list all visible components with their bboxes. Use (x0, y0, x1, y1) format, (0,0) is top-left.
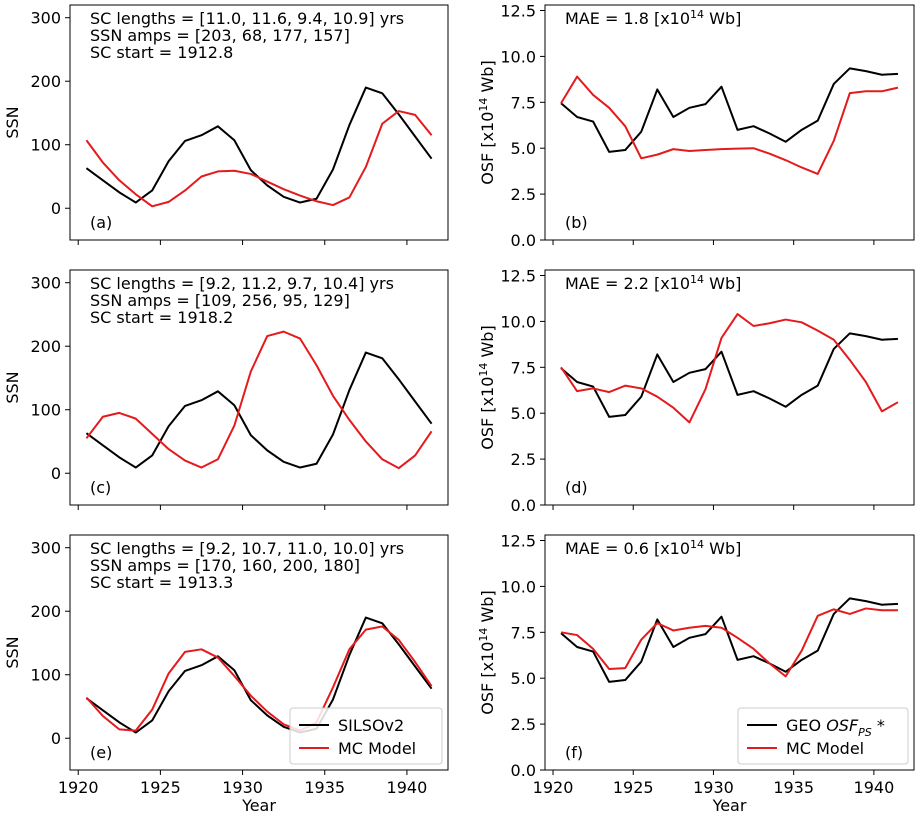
series-line-black (85, 351, 433, 469)
series-line-red (85, 110, 433, 208)
chart-panel-a: 0 100 200 300 SC lengths = [11.0, 11.6, 9.4,… (3, 4, 449, 245)
series-line-red (560, 75, 899, 175)
y-tick-label: 200 (30, 602, 61, 621)
legend-box (737, 707, 909, 765)
series-line-black (85, 616, 433, 734)
y-tick-label: 7.5 (511, 623, 536, 642)
y-axis-label: OSF [x1014 Wb] (477, 590, 497, 714)
axes-frame (69, 4, 449, 241)
y-tick-label: 5.0 (511, 669, 536, 688)
y-tick-label: 5.0 (511, 404, 536, 423)
annotation-text: SC start = 1913.3 (90, 573, 233, 592)
axes-frame (69, 534, 449, 771)
y-tick-label: 2.5 (511, 450, 536, 469)
y-tick-label: 12.5 (500, 2, 536, 21)
y-tick-label: 200 (30, 72, 61, 91)
legend-box (289, 707, 443, 765)
x-axis-label: Year (712, 796, 747, 815)
y-tick-label: 12.5 (500, 532, 536, 551)
annotation-text: MAE = 2.2 [x1014 Wb] (565, 273, 741, 293)
y-tick-label: 10.0 (500, 47, 536, 66)
annotation-text: SC lengths = [9.2, 11.2, 9.7, 10.4] yrs (90, 274, 394, 293)
y-tick-label: 100 (30, 136, 61, 155)
panel-label: (a) (90, 213, 112, 232)
panel-label: (c) (90, 478, 111, 497)
y-tick-label: 300 (30, 9, 61, 28)
chart-panel-b: 0.0 2.5 5.0 7.5 10.0 12.5 MAE = 1.8 [x1014 Wb]… (477, 2, 915, 250)
x-tick-label: 1920 (58, 778, 99, 797)
x-tick-label: 1935 (773, 778, 814, 797)
series-line-red (560, 607, 898, 678)
x-tick-label: 1930 (693, 778, 734, 797)
series-line-black (85, 86, 433, 204)
axes-frame (544, 534, 915, 771)
annotation-text: SC lengths = [9.2, 10.7, 11.0, 10.0] yrs (90, 539, 404, 558)
y-tick-label: 2.5 (511, 185, 536, 204)
y-axis-label: SSN (3, 371, 22, 403)
y-axis-label: OSF [x1014 Wb] (477, 325, 497, 449)
chart-panel-f: 0.0 2.5 5.0 7.5 10.0 12.5 1920 1925 1930 1935 1940… (477, 532, 915, 815)
y-axis-label: SSN (3, 106, 22, 138)
x-tick-label: 1940 (854, 778, 895, 797)
annotation-text: SSN amps = [109, 256, 95, 129] (90, 291, 350, 310)
annotation-text: MAE = 0.6 [x1014 Wb] (565, 538, 741, 558)
x-tick-label: 1940 (387, 778, 428, 797)
y-tick-label: 7.5 (511, 358, 536, 377)
y-tick-label: 100 (30, 666, 61, 685)
legend-label: GEO OSFPS * (786, 716, 885, 739)
series-line-red (560, 313, 899, 424)
chart-panel-c: 0 100 200 300 SC lengths = [9.2, 11.2, 9.7, … (3, 269, 449, 510)
y-tick-label: 0 (51, 729, 61, 748)
y-tick-label: 200 (30, 337, 61, 356)
annotation-text: SC lengths = [11.0, 11.6, 9.4, 10.9] yrs (90, 9, 404, 28)
annotation-text: SSN amps = [203, 68, 177, 157] (90, 26, 350, 45)
legend: GEO OSFPS *MC Model (737, 707, 909, 765)
y-axis-label: OSF [x1014 Wb] (477, 60, 497, 184)
x-axis-label: Year (241, 796, 276, 815)
panel-label: (e) (90, 743, 112, 762)
legend: SILSOv2 MC Model (289, 707, 443, 765)
y-tick-label: 0.0 (511, 231, 536, 250)
y-tick-label: 100 (30, 401, 61, 420)
annotation-text: SSN amps = [170, 160, 200, 180] (90, 556, 360, 575)
series-line-red (85, 330, 433, 470)
y-tick-label: 2.5 (511, 715, 536, 734)
x-tick-label: 1925 (613, 778, 654, 797)
series-line-red (85, 625, 433, 732)
chart-panel-e: 0 100 200 300 1920 1925 1930 1935 1940 SC lengths… (3, 534, 449, 815)
annotation-text: SC start = 1912.8 (90, 43, 233, 62)
annotation-text: MAE = 1.8 [x1014 Wb] (565, 8, 741, 28)
x-tick-label: 1925 (140, 778, 181, 797)
axes-frame (544, 4, 915, 241)
y-tick-label: 0 (51, 199, 61, 218)
legend-label: MC Model (786, 739, 864, 758)
y-tick-label: 10.0 (500, 577, 536, 596)
axes-frame (69, 269, 449, 506)
y-tick-label: 0.0 (511, 761, 536, 780)
legend-label: MC Model (338, 739, 416, 758)
x-tick-label: 1920 (533, 778, 574, 797)
series-line-black (560, 332, 899, 418)
x-tick-label: 1935 (304, 778, 345, 797)
x-tick-label: 1930 (222, 778, 263, 797)
y-tick-label: 5.0 (511, 139, 536, 158)
legend-label: SILSOv2 (338, 716, 404, 735)
panel-label: (d) (565, 478, 588, 497)
axes-frame (544, 269, 915, 506)
y-tick-label: 300 (30, 274, 61, 293)
panel-label: (b) (565, 213, 588, 232)
y-tick-label: 12.5 (500, 267, 536, 286)
y-tick-label: 0.0 (511, 496, 536, 515)
y-tick-label: 300 (30, 539, 61, 558)
series-line-black (560, 597, 899, 683)
annotation-text: SC start = 1918.2 (90, 308, 233, 327)
panel-label: (f) (565, 743, 583, 762)
y-axis-label: SSN (3, 636, 22, 668)
y-tick-label: 7.5 (511, 93, 536, 112)
series-line-black (560, 67, 899, 153)
y-tick-label: 0 (51, 464, 61, 483)
y-tick-label: 10.0 (500, 312, 536, 331)
chart-panel-d: 0.0 2.5 5.0 7.5 10.0 12.5 MAE = 2.2 [x1014 Wb]… (477, 267, 915, 515)
